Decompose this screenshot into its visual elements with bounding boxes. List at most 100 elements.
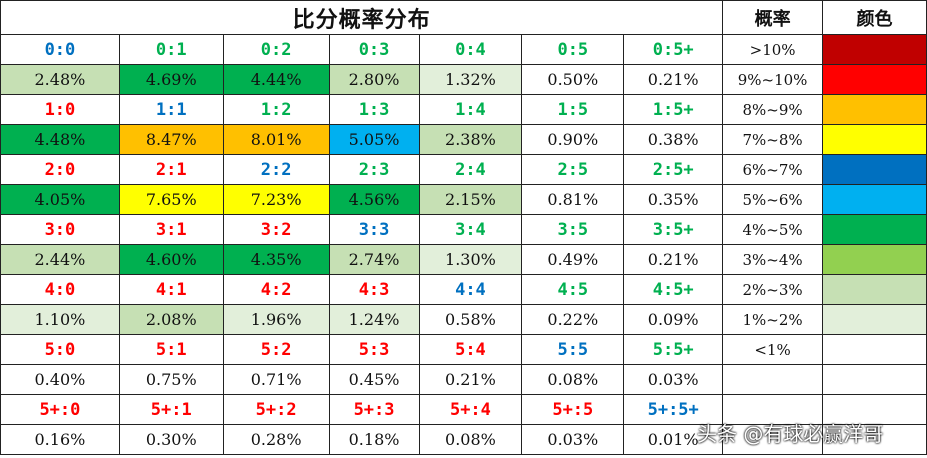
probability-cell: 0.21% [623, 64, 724, 95]
probability-cell: 0.50% [521, 64, 625, 95]
score-cell: 1:3 [328, 94, 420, 125]
probability-cell: 1.24% [328, 304, 420, 335]
probability-row: 1.10% 2.08% 1.96% 1.24% 0.58% 0.22% 0.09% 1%~2% [0, 304, 927, 335]
legend-color-swatch [822, 94, 927, 125]
score-cell: 5:1 [118, 334, 224, 365]
legend-range: 6%~7% [722, 154, 824, 185]
legend-empty [822, 424, 927, 455]
legend-empty [722, 364, 824, 395]
probability-cell: 0.08% [418, 424, 523, 455]
score-cell: 5:0 [0, 334, 120, 365]
table-title: 比分概率分布 [0, 0, 724, 35]
score-cell: 5:4 [418, 334, 523, 365]
score-cell: 2:4 [418, 154, 523, 185]
score-cell: 4:3 [328, 274, 420, 305]
legend-color-swatch [822, 184, 927, 215]
legend-range: 4%~5% [722, 214, 824, 245]
score-cell: 2:5+ [623, 154, 724, 185]
watermark: 头条 @有球必赢洋哥 [697, 422, 884, 446]
score-cell: 1:0 [0, 94, 120, 125]
score-cell: 3:3 [328, 214, 420, 245]
score-row: 2:0 2:1 2:2 2:3 2:4 2:5 2:5+ 6%~7% [0, 154, 927, 185]
prob-header: 概率 [722, 0, 824, 35]
probability-cell: 4.35% [222, 244, 330, 275]
score-row: 4:0 4:1 4:2 4:3 4:4 4:5 4:5+ 2%~3% [0, 274, 927, 305]
probability-cell: 0.03% [521, 424, 625, 455]
score-cell: 5:3 [328, 334, 420, 365]
score-cell: 5:2 [222, 334, 330, 365]
score-cell: 2:2 [222, 154, 330, 185]
probability-cell: 4.56% [328, 184, 420, 215]
score-cell: 1:1 [118, 94, 224, 125]
color-header: 颜色 [822, 0, 927, 35]
probability-row: 0.16% 0.30% 0.28% 0.18% 0.08% 0.03% 0.01% [0, 424, 927, 455]
probability-cell: 2.74% [328, 244, 420, 275]
probability-cell: 5.05% [328, 124, 420, 155]
score-cell: 3:4 [418, 214, 523, 245]
score-cell: 5+:3 [328, 394, 420, 425]
legend-range: 2%~3% [722, 274, 824, 305]
header-row: 比分概率分布 概率 颜色 [0, 0, 927, 35]
score-row: 0:0 0:1 0:2 0:3 0:4 0:5 0:5+ >10% [0, 34, 927, 65]
probability-row: 2.48% 4.69% 4.44% 2.80% 1.32% 0.50% 0.21% 9%~10… [0, 64, 927, 95]
score-cell: 4:2 [222, 274, 330, 305]
probability-cell: 0.49% [521, 244, 625, 275]
score-cell: 5:5 [521, 334, 625, 365]
legend-empty [822, 364, 927, 395]
score-cell: 4:0 [0, 274, 120, 305]
score-cell: 5+:5+ [623, 394, 724, 425]
score-cell: 0:4 [418, 34, 523, 65]
probability-row: 0.40% 0.75% 0.71% 0.45% 0.21% 0.08% 0.03% [0, 364, 927, 395]
score-cell: 0:5+ [623, 34, 724, 65]
score-cell: 5+:1 [118, 394, 224, 425]
legend-color-swatch [822, 304, 927, 335]
score-cell: 5+:0 [0, 394, 120, 425]
probability-cell: 2.38% [418, 124, 523, 155]
score-cell: 2:0 [0, 154, 120, 185]
probability-cell: 0.81% [521, 184, 625, 215]
score-row: 5:0 5:1 5:2 5:3 5:4 5:5 5:5+ <1% [0, 334, 927, 365]
probability-cell: 1.32% [418, 64, 523, 95]
probability-cell: 0.75% [118, 364, 224, 395]
legend-color-swatch [822, 244, 927, 275]
probability-row: 4.05% 7.65% 7.23% 4.56% 2.15% 0.81% 0.35% 5%~6% [0, 184, 927, 215]
score-cell: 0:0 [0, 34, 120, 65]
probability-cell: 4.60% [118, 244, 224, 275]
probability-cell: 4.05% [0, 184, 120, 215]
legend-range: 8%~9% [722, 94, 824, 125]
score-cell: 4:4 [418, 274, 523, 305]
legend-color-swatch [822, 34, 927, 65]
legend-range: 3%~4% [722, 244, 824, 275]
score-cell: 1:5 [521, 94, 625, 125]
score-cell: 0:2 [222, 34, 330, 65]
probability-cell: 4.44% [222, 64, 330, 95]
legend-color-swatch [822, 334, 927, 365]
legend-range: <1% [722, 334, 824, 365]
probability-cell: 0.71% [222, 364, 330, 395]
probability-cell: 0.38% [623, 124, 724, 155]
probability-row: 4.48% 8.47% 8.01% 5.05% 2.38% 0.90% 0.38% 7%~8% [0, 124, 927, 155]
probability-row: 2.44% 4.60% 4.35% 2.74% 1.30% 0.49% 0.21% 3%~4% [0, 244, 927, 275]
score-cell: 5+:4 [418, 394, 523, 425]
probability-cell: 0.58% [418, 304, 523, 335]
probability-cell: 1.96% [222, 304, 330, 335]
score-cell: 4:5 [521, 274, 625, 305]
score-row: 1:0 1:1 1:2 1:3 1:4 1:5 1:5+ 8%~9% [0, 94, 927, 125]
score-cell: 3:2 [222, 214, 330, 245]
score-cell: 5:5+ [623, 334, 724, 365]
probability-cell: 1.10% [0, 304, 120, 335]
score-row: 3:0 3:1 3:2 3:3 3:4 3:5 3:5+ 4%~5% [0, 214, 927, 245]
score-cell: 1:4 [418, 94, 523, 125]
probability-cell: 4.48% [0, 124, 120, 155]
score-cell: 3:5+ [623, 214, 724, 245]
probability-cell: 2.44% [0, 244, 120, 275]
legend-range: 1%~2% [722, 304, 824, 335]
score-cell: 0:3 [328, 34, 420, 65]
legend-color-swatch [822, 154, 927, 185]
probability-cell: 2.08% [118, 304, 224, 335]
legend-range: 7%~8% [722, 124, 824, 155]
probability-cell: 0.18% [328, 424, 420, 455]
probability-cell: 0.08% [521, 364, 625, 395]
probability-cell: 0.28% [222, 424, 330, 455]
